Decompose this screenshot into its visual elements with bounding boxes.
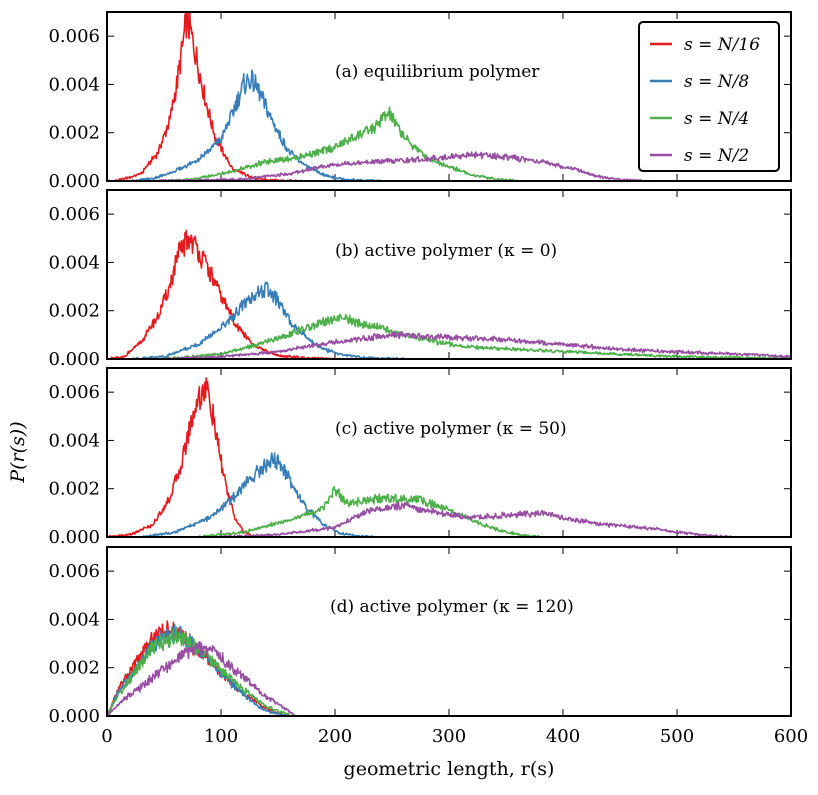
y-tick-label: 0.002 (48, 301, 100, 322)
panel-1: 0.000 0.002 0.004 0.006 (a) equilibrium poly… (48, 11, 792, 192)
plot-frame (106, 367, 792, 538)
y-tick-label: 0.004 (48, 252, 100, 273)
y-tick-label: 0.004 (48, 609, 100, 630)
panel-2: 0.000 0.002 0.004 0.006 (b) active polymer (… (48, 189, 792, 370)
series-line-1 (107, 620, 791, 716)
y-tick-label: 0.006 (48, 561, 100, 582)
legend-label: s = N/16 (684, 35, 760, 55)
y-tick-label: 0.004 (48, 430, 100, 451)
x-tick-label: 0 (101, 726, 112, 747)
plot-frame (106, 11, 792, 182)
series-line-1 (107, 229, 791, 359)
plot-frame (106, 189, 792, 360)
panel-3: 0.000 0.002 0.004 0.006 (c) active polymer (… (48, 367, 792, 548)
legend-label: s = N/8 (684, 72, 749, 92)
y-tick-label: 0.002 (48, 123, 100, 144)
y-tick-label: 0.002 (48, 479, 100, 500)
y-tick-label: 0.000 (48, 706, 100, 727)
y-tick-label: 0.000 (48, 527, 100, 548)
x-axis-label: geometric length, r(s) (344, 758, 555, 780)
legend-box (638, 21, 780, 172)
series-line-4 (107, 330, 791, 359)
series-line-2 (107, 69, 791, 181)
y-tick-label: 0.006 (48, 204, 100, 225)
plot-frame (106, 546, 792, 717)
y-axis-label: P(r(s)) (7, 421, 29, 483)
series-line-2 (107, 624, 791, 716)
x-tick-label: 200 (318, 726, 352, 747)
panel-title: (a) equilibrium polymer (335, 62, 540, 82)
series-line-2 (107, 452, 791, 537)
series-line-4 (107, 641, 791, 716)
series-line-3 (107, 627, 791, 716)
y-tick-label: 0.000 (48, 171, 100, 192)
legend-label: s = N/2 (684, 146, 749, 166)
x-tick-label: 600 (774, 726, 808, 747)
x-tick-label: 500 (660, 726, 694, 747)
y-tick-label: 0.000 (48, 349, 100, 370)
x-tick-label: 100 (204, 726, 238, 747)
series-line-1 (107, 12, 791, 181)
panel-title: (c) active polymer (κ = 50) (335, 419, 567, 439)
legend-label: s = N/4 (684, 109, 749, 129)
y-tick-label: 0.006 (48, 382, 100, 403)
series-line-3 (107, 486, 791, 537)
x-tick-label: 400 (546, 726, 580, 747)
y-tick-label: 0.006 (48, 26, 100, 47)
panel-title: (d) active polymer (κ = 120) (330, 597, 574, 617)
series-line-3 (107, 106, 791, 181)
series-line-1 (107, 377, 791, 537)
series-line-2 (107, 281, 791, 359)
panel-4: 0.000 0.002 0.004 0.006 0 100 200 300 400 500 600 (… (48, 546, 808, 747)
series-line-3 (107, 313, 791, 359)
y-tick-label: 0.004 (48, 74, 100, 95)
legend: s = N/16 s = N/8 s = N/4 s = N/2 (638, 21, 780, 172)
series-line-4 (107, 151, 791, 181)
panel-title: (b) active polymer (κ = 0) (335, 241, 557, 261)
x-tick-label: 300 (432, 726, 466, 747)
y-tick-label: 0.002 (48, 658, 100, 679)
